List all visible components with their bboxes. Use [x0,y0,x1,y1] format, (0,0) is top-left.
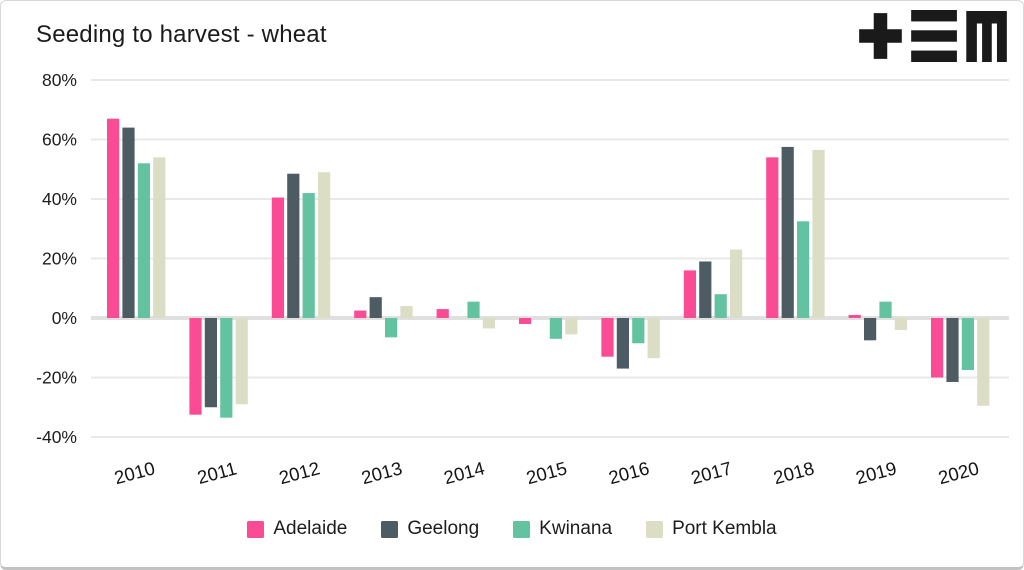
x-axis-label-2014: 2014 [442,457,487,488]
legend-swatch-adelaide [247,520,265,538]
x-axis-label-2012: 2012 [277,457,322,488]
bar-adelaide-2019 [848,315,861,318]
bar-port-kembla-2010 [153,157,166,318]
legend-label: Adelaide [273,518,348,539]
x-axis-label-2010: 2010 [112,457,157,488]
bar-port-kembla-2013 [400,306,413,318]
y-axis-tick-label: -40% [36,427,77,447]
y-axis-tick-label: 40% [42,189,77,209]
bar-adelaide-2016 [601,318,614,357]
legend-swatch-geelong [381,520,399,538]
x-axis-label-2019: 2019 [854,457,899,488]
x-axis-label-2013: 2013 [359,457,404,488]
y-axis-tick-label: 0% [52,308,77,328]
bar-kwinana-2012 [302,193,315,318]
bar-chart: 80% 60% 40% 20% 0% -20% -40% 2010 2011 2012 2013 20… [36,70,1009,488]
legend-item-adelaide: Adelaide [247,518,347,540]
bar-adelaide-2017 [683,270,696,318]
x-axis-label-2017: 2017 [689,457,734,488]
bar-kwinana-2010 [137,163,150,318]
legend-label: Kwinana [539,518,613,539]
bar-port-kembla-2019 [894,318,907,330]
legend-swatch-port-kembla [646,520,664,538]
bar-kwinana-2014 [467,301,480,318]
bar-port-kembla-2018 [812,149,825,318]
x-axis-label-2015: 2015 [524,457,569,488]
bar-adelaide-2018 [766,157,779,318]
bar-kwinana-2016 [632,318,645,344]
legend-item-geelong: Geelong [381,518,479,540]
bar-kwinana-2020 [961,318,974,371]
bar-geelong-2016 [616,318,629,369]
tem-logo [859,10,1007,62]
bar-port-kembla-2017 [730,249,743,318]
legend-label: Port Kembla [672,518,777,539]
bar-port-kembla-2014 [482,318,495,329]
y-axis-tick-label: 20% [42,249,77,269]
y-axis-tick-label: -20% [36,368,77,388]
bar-kwinana-2015 [549,318,562,339]
bar-kwinana-2019 [879,301,892,318]
bar-kwinana-2011 [220,318,233,418]
bar-geelong-2012 [287,173,300,318]
legend-item-kwinana: Kwinana [513,518,612,540]
bar-kwinana-2013 [385,318,398,338]
bar-geelong-2010 [122,127,135,318]
bar-geelong-2019 [864,318,877,341]
bar-port-kembla-2012 [318,172,331,318]
bar-port-kembla-2020 [977,318,990,406]
y-axis-tick-label: 80% [42,70,77,90]
bar-port-kembla-2011 [235,318,248,405]
bar-geelong-2011 [204,318,217,408]
bar-adelaide-2013 [354,310,367,318]
x-axis-label-2011: 2011 [195,457,239,488]
bar-adelaide-2020 [931,318,944,378]
m-glyph-icon [966,11,1007,62]
bar-adelaide-2010 [107,118,120,318]
legend-swatch-kwinana [513,520,531,538]
bar-adelaide-2011 [189,318,202,415]
legend-item-port-kembla: Port Kembla [646,518,777,540]
bar-adelaide-2012 [271,197,284,318]
triple-bar-icon [911,10,957,62]
bar-port-kembla-2015 [565,318,578,335]
bar-adelaide-2014 [436,309,449,318]
chart-title: Seeding to harvest - wheat [36,21,327,48]
legend-label: Geelong [407,518,480,539]
bar-geelong-2013 [369,297,382,318]
bar-kwinana-2018 [797,221,810,318]
bar-geelong-2018 [781,146,794,318]
bar-geelong-2017 [699,261,712,318]
chart-legend: Adelaide Geelong Kwinana Port Kembla [1,518,1023,540]
x-axis-label-2018: 2018 [771,457,816,488]
plus-icon [859,13,902,59]
bar-port-kembla-2016 [647,318,660,359]
bar-geelong-2020 [946,318,959,382]
bar-adelaide-2015 [519,318,532,324]
x-axis-label-2016: 2016 [606,457,651,488]
y-axis-tick-label: 60% [42,130,77,150]
bar-kwinana-2017 [714,294,727,318]
x-axis-label-2020: 2020 [936,457,981,488]
